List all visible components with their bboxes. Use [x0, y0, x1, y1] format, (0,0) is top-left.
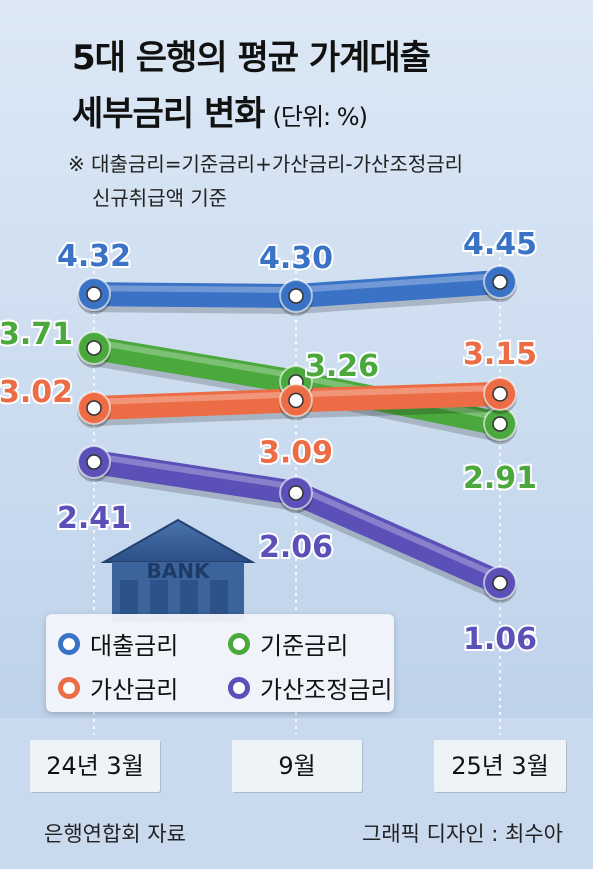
- data-point-center-1-2: [492, 416, 508, 432]
- legend-item-base: 기준금리: [228, 626, 348, 661]
- legend-dot-adjust: [228, 676, 250, 699]
- x-tick-label-2: 25년 3월: [434, 740, 566, 792]
- legend: 대출금리 기준금리 가산금리 가산조정금리: [46, 614, 394, 712]
- data-label-2-2: 3.15: [463, 337, 537, 372]
- x-tick-label-1: 9월: [232, 740, 362, 792]
- data-point-center-2-0: [86, 400, 102, 416]
- legend-label-spread: 가산금리: [90, 676, 179, 704]
- chart-title-line2-text: 세부금리 변화: [72, 94, 266, 134]
- data-point-center-2-2: [492, 386, 508, 402]
- design-credit: 그래픽 디자인 : 최수아: [362, 822, 563, 846]
- data-label-0-1: 4.30: [259, 241, 333, 276]
- bank-illustration: BANK: [100, 518, 256, 622]
- data-label-1-0: 3.71: [0, 317, 73, 352]
- legend-label-base: 기준금리: [260, 632, 349, 660]
- data-label-1-2: 2.91: [463, 461, 537, 496]
- data-label-2-0: 3.02: [0, 375, 73, 410]
- unit-label: (단위: %): [272, 103, 368, 131]
- basis-note: 신규취급액 기준: [92, 186, 228, 210]
- source-note: 은행연합회 자료: [44, 822, 186, 846]
- data-label-3-1: 2.06: [259, 530, 333, 565]
- data-point-center-0-1: [288, 288, 304, 304]
- legend-dot-base: [228, 632, 250, 655]
- data-label-1-1: 3.26: [305, 349, 379, 384]
- data-point-center-3-0: [86, 454, 102, 470]
- x-tick-label-0: 24년 3월: [30, 740, 160, 792]
- legend-label-loan: 대출금리: [90, 632, 179, 660]
- data-label-2-1: 3.09: [259, 435, 333, 470]
- legend-label-adjust: 가산조정금리: [260, 676, 393, 704]
- formula-note: ※ 대출금리=기준금리+가산금리-가산조정금리: [68, 152, 464, 176]
- data-label-3-0: 2.41: [57, 501, 131, 536]
- data-point-center-0-0: [86, 286, 102, 302]
- legend-item-loan: 대출금리: [58, 626, 178, 661]
- data-point-center-1-0: [86, 340, 102, 356]
- chart-title-line2: 세부금리 변화 (단위: %): [72, 86, 368, 135]
- legend-dot-loan: [58, 632, 80, 655]
- legend-item-spread: 가산금리: [58, 670, 178, 705]
- data-label-3-2: 1.06: [463, 622, 537, 657]
- chart-title-line1: 5대 은행의 평균 가계대출: [72, 38, 431, 78]
- data-label-0-0: 4.32: [57, 239, 131, 274]
- legend-dot-spread: [58, 676, 80, 699]
- data-labels: 4.32 4.30 4.45 3.71 3.26 2.91 3.02 3.09 3.15 2.41…: [0, 225, 539, 659]
- bank-sign-text: BANK: [147, 559, 211, 583]
- data-label-0-2: 4.45: [463, 227, 537, 262]
- series-points: [77, 265, 517, 603]
- data-point-center-0-2: [492, 274, 508, 290]
- legend-item-adjust: 가산조정금리: [228, 670, 392, 705]
- data-point-center-3-1: [288, 485, 304, 501]
- data-point-center-3-2: [492, 575, 508, 591]
- data-point-center-2-1: [288, 392, 304, 409]
